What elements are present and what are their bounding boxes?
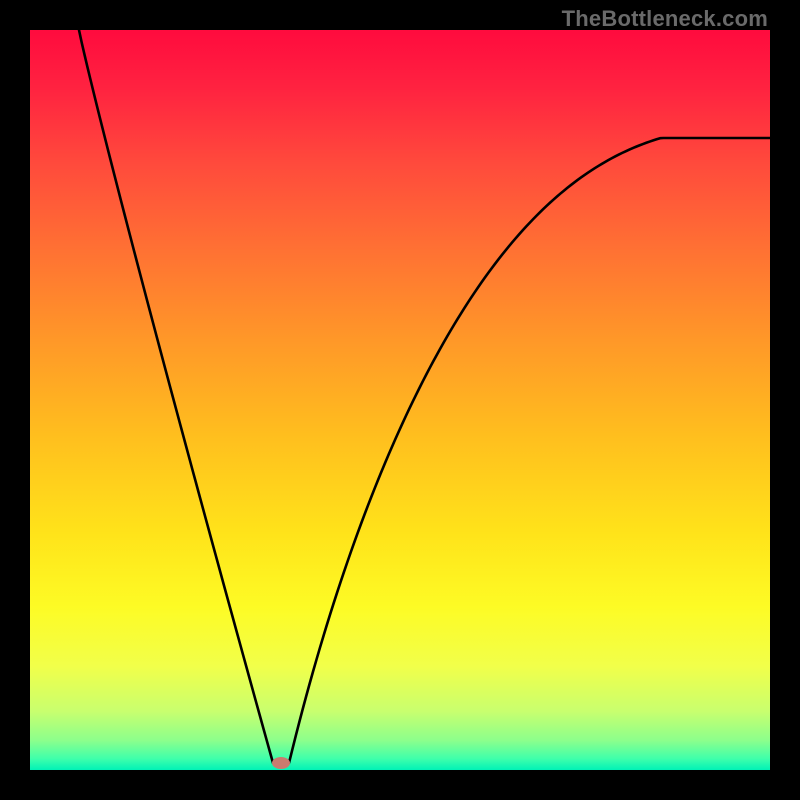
chart-container: TheBottleneck.com bbox=[0, 0, 800, 800]
watermark-text: TheBottleneck.com bbox=[562, 6, 768, 32]
gradient-rect bbox=[30, 30, 770, 770]
gradient-background bbox=[30, 30, 770, 770]
plot-area bbox=[30, 30, 770, 770]
